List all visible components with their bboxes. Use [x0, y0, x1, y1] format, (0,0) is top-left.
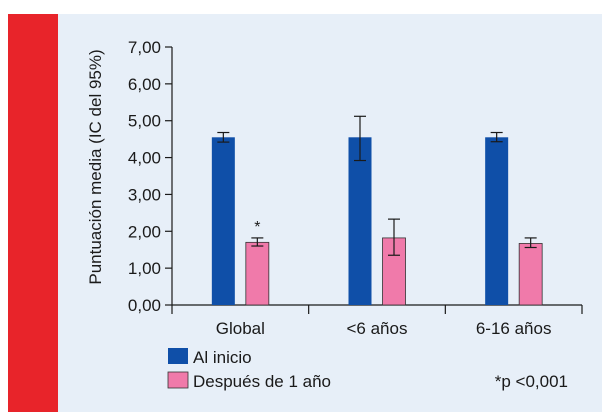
- bar: [485, 137, 509, 305]
- y-tick-label: 5,00: [128, 112, 161, 131]
- accent-bar: [8, 14, 58, 412]
- legend-label-al-inicio: Al inicio: [193, 348, 252, 367]
- x-tick-label: 6-16 años: [476, 319, 552, 338]
- y-tick-label: 4,00: [128, 149, 161, 168]
- legend-swatch-al-inicio: [168, 348, 188, 364]
- y-tick-label: 6,00: [128, 75, 161, 94]
- legend-label-despues: Después de 1 año: [193, 372, 331, 391]
- bar: [211, 137, 235, 305]
- y-tick-label: 2,00: [128, 222, 161, 241]
- bar: [518, 243, 543, 306]
- y-tick-label: 3,00: [128, 185, 161, 204]
- significance-marker: *: [254, 219, 260, 236]
- bar: [245, 241, 270, 306]
- significance-note: *p <0,001: [495, 372, 568, 391]
- legend: Al inicio Después de 1 año: [167, 348, 331, 391]
- error-bars: [217, 115, 537, 256]
- bars: [211, 137, 543, 306]
- y-tick-label: 7,00: [128, 38, 161, 57]
- x-tick-label: Global: [216, 319, 265, 338]
- x-tick-label: <6 años: [347, 319, 408, 338]
- y-axis-title: Puntuación media (IC del 95%): [86, 49, 105, 284]
- y-tick-label: 0,00: [128, 296, 161, 315]
- legend-swatch-despues: [167, 371, 189, 389]
- bar: [348, 137, 372, 305]
- axes: 0,00 1,00 2,00 3,00 4,00 5,00 6,00 7,00 Global <6…: [128, 38, 583, 338]
- y-tick-label: 1,00: [128, 259, 161, 278]
